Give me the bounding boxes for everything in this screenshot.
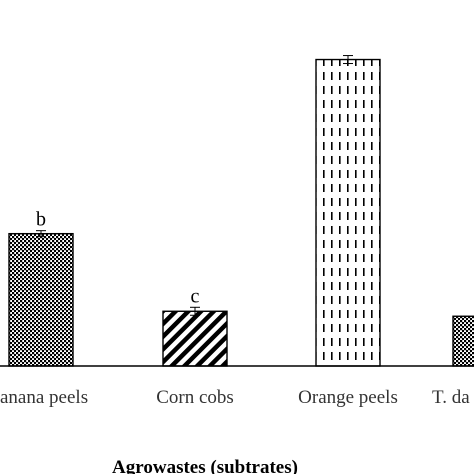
significance-label-banana-peels: b [36, 209, 46, 231]
x-tick-labels-layer: anana peels Corn cobs Orange peels T. da [0, 387, 470, 408]
significance-label-corn-cobs: c [191, 285, 200, 307]
error-bar-banana-peels [36, 230, 46, 238]
error-bar-corn-cobs [190, 306, 200, 316]
bar-corn-cobs [162, 310, 228, 367]
x-axis-title: Agrowastes (subtrates) [112, 457, 298, 474]
bar-orange-peels [315, 58, 381, 367]
x-tick-label-orange-peels: Orange peels [298, 387, 398, 408]
bar-t-daniellii [452, 315, 474, 367]
error-bars-layer [36, 55, 353, 316]
error-bar-orange-peels [343, 55, 353, 65]
x-tick-label-corn-cobs: Corn cobs [156, 387, 234, 408]
bar-banana-peels [8, 232, 74, 367]
x-tick-label-banana-peels: anana peels [0, 387, 88, 408]
significance-labels-layer: bc [36, 209, 200, 308]
bars-layer [8, 58, 474, 367]
x-tick-label-t-daniellii: T. da [432, 387, 470, 408]
